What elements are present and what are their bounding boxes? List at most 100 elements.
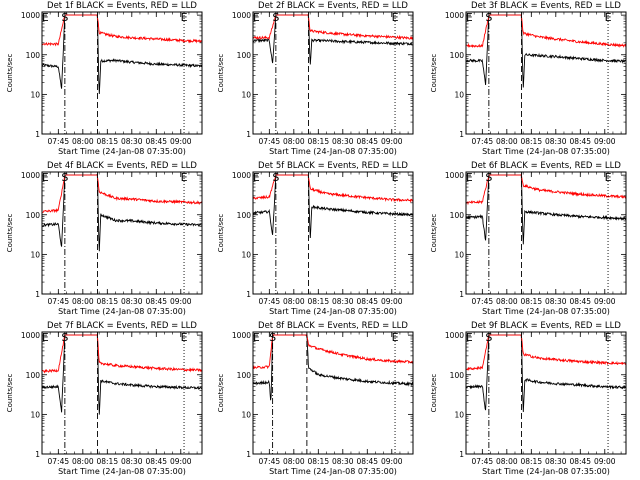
series-lld xyxy=(253,332,413,370)
series-lld xyxy=(466,172,626,206)
x-tick-label: 08:30 xyxy=(545,457,567,466)
y-tick-label: 10 xyxy=(30,250,40,259)
x-tick-label: 08:30 xyxy=(545,137,567,146)
y-tick-label: 1 xyxy=(459,290,464,299)
y-tick-label: 100 xyxy=(26,51,41,60)
x-axis-label: Start Time (24-Jan-08 07:35:00) xyxy=(482,467,610,476)
x-tick-label: 09:00 xyxy=(381,457,403,466)
marker-e: E xyxy=(42,331,49,344)
y-tick-label: 1000 xyxy=(445,11,464,20)
y-tick-label: 100 xyxy=(237,371,252,380)
y-tick-label: 100 xyxy=(26,211,41,220)
y-tick-label: 1000 xyxy=(445,331,464,340)
y-tick-label: 10 xyxy=(454,410,464,419)
x-tick-label: 08:30 xyxy=(121,297,143,306)
marker-s: S xyxy=(272,171,279,184)
x-tick-label: 07:45 xyxy=(48,137,70,146)
x-tick-label: 08:00 xyxy=(283,297,305,306)
x-tick-label: 08:00 xyxy=(496,297,518,306)
y-tick-label: 10 xyxy=(241,90,251,99)
y-tick-label: 10 xyxy=(241,250,251,259)
series-lld xyxy=(466,13,626,49)
y-axis-label: Counts/sec xyxy=(430,54,438,93)
x-tick-label: 08:30 xyxy=(332,457,354,466)
x-axis-label: Start Time (24-Jan-08 07:35:00) xyxy=(58,147,186,156)
y-axis-label: Counts/sec xyxy=(6,374,14,413)
x-axis-label: Start Time (24-Jan-08 07:35:00) xyxy=(482,147,610,156)
x-axis-label: Start Time (24-Jan-08 07:35:00) xyxy=(58,467,186,476)
x-tick-label: 08:30 xyxy=(121,457,143,466)
y-tick-label: 1 xyxy=(246,290,251,299)
y-tick-label: 10 xyxy=(30,90,40,99)
x-axis-label: Start Time (24-Jan-08 07:35:00) xyxy=(269,467,397,476)
x-tick-label: 08:15 xyxy=(307,297,329,306)
y-tick-label: 1000 xyxy=(232,11,251,20)
marker-s: S xyxy=(61,331,68,344)
marker-s: S xyxy=(269,331,276,344)
x-tick-label: 08:45 xyxy=(145,457,167,466)
marker-e: E xyxy=(181,331,188,344)
marker-e: E xyxy=(42,11,49,24)
y-tick-label: 100 xyxy=(450,211,465,220)
plot-frame xyxy=(252,171,414,295)
marker-e: E xyxy=(253,331,260,344)
marker-s: S xyxy=(272,11,279,24)
y-tick-label: 1 xyxy=(35,450,40,459)
plot-frame xyxy=(41,171,203,295)
x-tick-label: 07:45 xyxy=(472,457,494,466)
plot-frame xyxy=(252,331,414,455)
y-tick-label: 1000 xyxy=(21,11,40,20)
marker-s: S xyxy=(485,171,492,184)
marker-e: E xyxy=(392,11,399,24)
x-tick-label: 09:00 xyxy=(381,297,403,306)
x-tick-label: 08:15 xyxy=(96,297,118,306)
x-tick-label: 08:45 xyxy=(569,457,591,466)
y-axis-label: Counts/sec xyxy=(217,374,225,413)
x-tick-label: 08:45 xyxy=(569,137,591,146)
y-tick-label: 1000 xyxy=(232,331,251,340)
marker-e: E xyxy=(466,171,473,184)
x-axis-label: Start Time (24-Jan-08 07:35:00) xyxy=(58,307,186,316)
y-axis-label: Counts/sec xyxy=(430,374,438,413)
plot-frame xyxy=(465,331,627,455)
y-tick-label: 100 xyxy=(450,371,465,380)
y-tick-label: 1000 xyxy=(21,171,40,180)
series-lld xyxy=(42,14,202,47)
y-tick-label: 10 xyxy=(30,410,40,419)
y-tick-label: 1 xyxy=(246,450,251,459)
y-tick-label: 100 xyxy=(450,51,465,60)
x-tick-label: 08:00 xyxy=(72,297,94,306)
x-tick-label: 09:00 xyxy=(594,137,616,146)
y-axis-label: Counts/sec xyxy=(6,54,14,93)
panel-title: Det 4f BLACK = Events, RED = LLD xyxy=(47,161,197,171)
x-axis-label: Start Time (24-Jan-08 07:35:00) xyxy=(269,147,397,156)
x-tick-label: 08:30 xyxy=(121,137,143,146)
x-tick-label: 08:15 xyxy=(520,457,542,466)
x-tick-label: 09:00 xyxy=(594,297,616,306)
marker-e: E xyxy=(42,171,49,184)
y-tick-label: 100 xyxy=(237,211,252,220)
series-lld xyxy=(42,332,202,374)
x-tick-label: 08:45 xyxy=(569,297,591,306)
x-tick-label: 08:30 xyxy=(332,297,354,306)
y-tick-label: 100 xyxy=(26,371,41,380)
x-tick-label: 08:00 xyxy=(72,137,94,146)
plot-frame xyxy=(465,171,627,295)
panel-title: Det 5f BLACK = Events, RED = LLD xyxy=(258,161,408,171)
marker-e: E xyxy=(253,11,260,24)
y-tick-label: 1000 xyxy=(232,171,251,180)
y-tick-label: 10 xyxy=(241,410,251,419)
panel-title: Det 1f BLACK = Events, RED = LLD xyxy=(47,1,197,11)
x-tick-label: 07:45 xyxy=(472,297,494,306)
marker-e: E xyxy=(605,171,612,184)
x-tick-label: 09:00 xyxy=(594,457,616,466)
y-axis-label: Counts/sec xyxy=(430,214,438,253)
x-tick-label: 08:00 xyxy=(72,457,94,466)
marker-s: S xyxy=(61,11,68,24)
marker-s: S xyxy=(61,171,68,184)
